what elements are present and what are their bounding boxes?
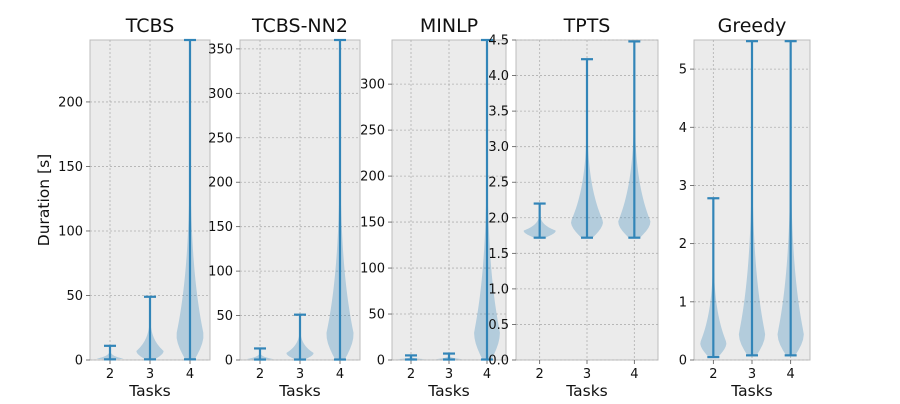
y-tick-label: 3.5 — [488, 105, 509, 120]
x-tick-label: 4 — [483, 367, 491, 382]
y-tick-label: 350 — [208, 42, 233, 57]
y-tick-label: 2 — [679, 237, 687, 252]
x-tick-label: 3 — [146, 367, 154, 382]
y-tick-label: 0 — [225, 354, 233, 369]
panel-tcbs: 0 50 100 150 200 2 3 4 TCBS Tasks — [58, 15, 211, 400]
y-tick-label: 0 — [679, 354, 687, 369]
y-tick-label: 0.0 — [488, 354, 509, 369]
y-tick-label: 300 — [360, 78, 385, 93]
y-tick-label: 2.5 — [488, 176, 509, 191]
panel-title: TPTS — [563, 15, 611, 37]
y-tick-label: 2.0 — [488, 211, 509, 226]
panel-tpts: 0.0 0.5 1.0 1.5 2.0 2.5 3.0 3.5 4.0 4.5 2 3 4 TPTS Tas… — [488, 15, 659, 400]
x-tick-label: 2 — [106, 367, 114, 382]
x-tick-label: 2 — [536, 367, 544, 382]
panel-title: TCBS-NN2 — [251, 15, 348, 37]
y-tick-label: 3 — [679, 179, 687, 194]
y-tick-label: 100 — [58, 224, 83, 239]
panel-tcbs-nn2: 0 50 100 150 200 250 300 350 2 3 4 TCBS-NN2 Tasks — [208, 15, 361, 400]
y-tick-label: 250 — [360, 124, 385, 139]
y-tick-label: 0 — [377, 354, 385, 369]
panel-greedy: 0 1 2 3 4 5 2 3 4 Greedy Tasks — [679, 15, 811, 400]
y-tick-label: 150 — [58, 160, 83, 175]
x-tick-label: 3 — [583, 367, 591, 382]
y-tick-label: 50 — [368, 308, 385, 323]
y-tick-label: 4.0 — [488, 69, 509, 84]
x-tick-label: 2 — [709, 367, 717, 382]
x-axis-label: Tasks — [128, 382, 171, 400]
x-axis-label: Tasks — [730, 382, 773, 400]
y-tick-label: 150 — [208, 220, 233, 235]
y-tick-label: 200 — [58, 95, 83, 110]
y-tick-label: 1.0 — [488, 282, 509, 297]
x-tick-label: 3 — [445, 367, 453, 382]
x-tick-label: 4 — [336, 367, 344, 382]
panel-title: TCBS — [125, 15, 175, 37]
y-tick-label: 4 — [679, 121, 687, 136]
y-tick-label: 250 — [208, 131, 233, 146]
x-tick-label: 3 — [748, 367, 756, 382]
y-tick-label: 5 — [679, 63, 687, 78]
y-tick-label: 200 — [208, 176, 233, 191]
x-tick-label: 4 — [186, 367, 194, 382]
x-axis-label: Tasks — [278, 382, 321, 400]
y-tick-label: 1.5 — [488, 247, 509, 262]
panel-title: Greedy — [718, 15, 787, 37]
panel-minlp: 0 50 100 150 200 250 300 2 3 4 MINLP Tasks — [360, 15, 507, 400]
y-tick-label: 100 — [208, 265, 233, 280]
y-tick-label: 50 — [66, 289, 83, 304]
y-tick-label: 0 — [75, 354, 83, 369]
y-tick-label: 1 — [679, 295, 687, 310]
y-tick-label: 50 — [216, 309, 233, 324]
y-tick-label: 200 — [360, 170, 385, 185]
y-tick-label: 300 — [208, 87, 233, 102]
panel-title: MINLP — [420, 15, 478, 37]
x-tick-label: 3 — [296, 367, 304, 382]
y-tick-label: 3.0 — [488, 140, 509, 155]
y-tick-label: 0.5 — [488, 318, 509, 333]
y-tick-label: 100 — [360, 262, 385, 277]
y-tick-label: 4.5 — [488, 34, 509, 49]
x-tick-label: 2 — [407, 367, 415, 382]
x-tick-label: 2 — [256, 367, 264, 382]
x-axis-label: Tasks — [427, 382, 470, 400]
y-axis-label: Duration [s] — [35, 154, 53, 246]
x-tick-label: 4 — [787, 367, 795, 382]
y-tick-label: 150 — [360, 216, 385, 231]
x-axis-label: Tasks — [565, 382, 608, 400]
x-tick-label: 4 — [630, 367, 638, 382]
